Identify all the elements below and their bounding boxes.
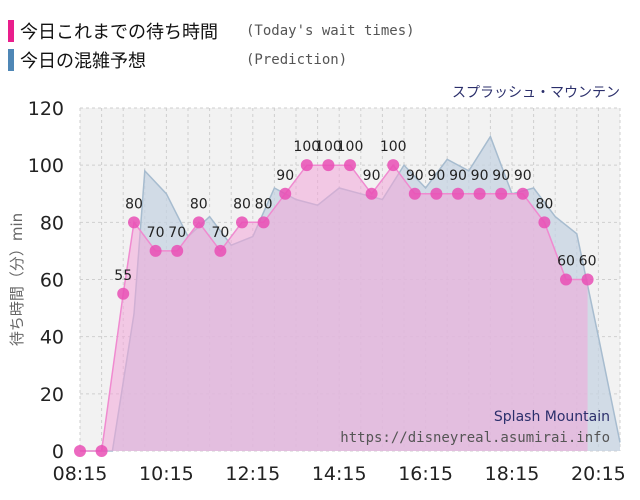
actual-point	[365, 187, 378, 200]
data-label: 70	[147, 225, 165, 241]
actual-point	[117, 287, 130, 300]
y-tick-label: 80	[40, 212, 64, 234]
data-label: 55	[114, 268, 132, 284]
actual-point	[236, 216, 248, 229]
x-tick-label: 10:15	[139, 463, 194, 485]
data-label: 80	[255, 196, 273, 212]
data-label: 80	[190, 196, 208, 212]
x-tick-label: 16:15	[398, 463, 453, 485]
y-tick-label: 100	[28, 155, 64, 177]
x-tick-label: 20:15	[571, 463, 626, 485]
x-tick-label: 12:15	[225, 463, 280, 485]
data-label: 80	[535, 196, 553, 212]
data-label: 70	[211, 225, 229, 241]
actual-point	[95, 445, 108, 457]
legend-prediction-sub: (Prediction)	[246, 52, 348, 68]
actual-point	[473, 187, 486, 200]
x-tick-label: 14:15	[312, 463, 367, 485]
data-label: 90	[492, 168, 510, 184]
y-tick-label: 60	[40, 270, 64, 292]
actual-point	[408, 187, 421, 200]
actual-point	[344, 159, 356, 172]
data-label: 90	[427, 168, 445, 184]
actual-point	[516, 187, 529, 200]
data-label: 60	[579, 254, 597, 270]
y-axis-title: 待ち時間（分）min	[8, 213, 26, 346]
data-label: 90	[276, 168, 294, 184]
data-label: 80	[125, 196, 143, 212]
data-label: 90	[406, 168, 424, 184]
data-label: 100	[337, 139, 364, 155]
actual-point	[560, 273, 572, 286]
actual-area	[80, 165, 588, 451]
data-label: 100	[293, 139, 320, 155]
legend-actual-label: 今日これまでの待ち時間	[20, 22, 218, 43]
actual-point	[128, 216, 140, 229]
y-tick-label: 40	[40, 327, 64, 349]
data-label: 90	[449, 168, 467, 184]
legend-actual: 今日これまでの待ち時間 (Today's wait times)	[8, 18, 415, 44]
data-label: 70	[168, 225, 186, 241]
watermark-title: Splash Mountain	[494, 409, 610, 425]
watermark-url: https://disneyreal.asumirai.info	[340, 430, 610, 446]
actual-point	[149, 244, 162, 257]
x-tick-label: 18:15	[485, 463, 540, 485]
y-tick-label: 20	[40, 384, 64, 406]
legend-prediction-label: 今日の混雑予想	[20, 51, 146, 72]
data-label: 90	[363, 168, 381, 184]
x-tick-label: 08:15	[53, 463, 108, 485]
actual-point	[495, 187, 508, 200]
actual-point	[214, 244, 227, 257]
y-tick-label: 120	[28, 98, 64, 120]
actual-point	[279, 187, 292, 200]
actual-point	[192, 216, 205, 229]
legend-actual-swatch	[8, 20, 14, 42]
actual-point	[300, 159, 313, 172]
legend-prediction: 今日の混雑予想 (Prediction)	[8, 47, 347, 73]
y-tick-label: 0	[52, 441, 64, 463]
data-label: 90	[471, 168, 489, 184]
actual-point	[322, 159, 335, 172]
actual-point	[387, 159, 400, 172]
actual-point	[430, 187, 443, 200]
actual-point	[581, 273, 594, 286]
data-label: 90	[514, 168, 532, 184]
data-label: 100	[315, 139, 342, 155]
actual-point	[257, 216, 270, 229]
actual-point	[538, 216, 551, 229]
data-label: 100	[380, 139, 407, 155]
actual-point	[74, 445, 86, 457]
actual-point	[452, 187, 464, 200]
legend-actual-sub: (Today's wait times)	[246, 23, 415, 39]
attraction-name: スプラッシュ・マウンテン	[452, 85, 620, 101]
data-label: 60	[557, 254, 575, 270]
legend-prediction-swatch	[8, 49, 14, 71]
data-label: 80	[233, 196, 251, 212]
actual-point	[171, 244, 184, 257]
